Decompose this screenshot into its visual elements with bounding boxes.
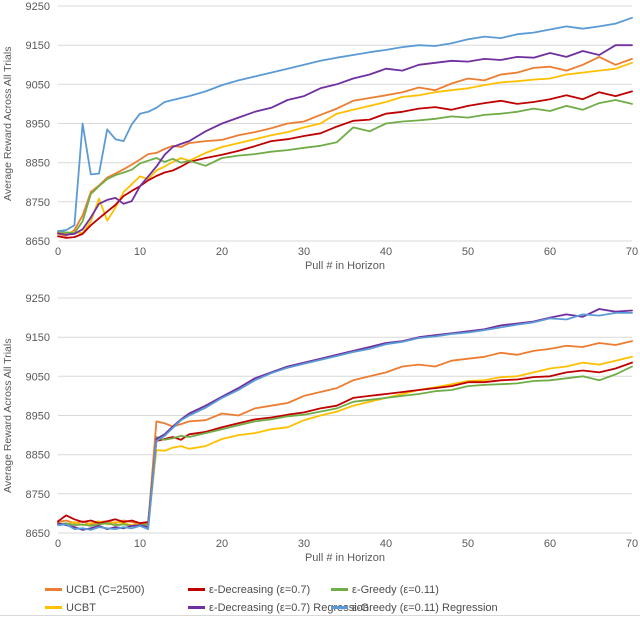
x-tick-label: 40 bbox=[380, 246, 392, 258]
x-tick-label: 70 bbox=[626, 538, 638, 550]
legend-item: ε-Greedy (ε=0.11) bbox=[331, 582, 498, 597]
legend-item: ε-Decreasing (ε=0.7) bbox=[188, 582, 331, 597]
series-line bbox=[57, 361, 633, 525]
legend-label: UCBT bbox=[66, 601, 96, 614]
legend-line-marker bbox=[188, 606, 205, 609]
x-tick-label: 50 bbox=[462, 246, 474, 258]
y-tick-label: 9150 bbox=[26, 40, 50, 52]
series-line bbox=[57, 355, 633, 527]
y-tick-label: 9250 bbox=[26, 1, 50, 13]
x-axis-title: Pull # in Horizon bbox=[305, 260, 385, 272]
x-tick-label: 60 bbox=[544, 538, 556, 550]
x-tick-label: 10 bbox=[134, 538, 146, 550]
x-tick-label: 50 bbox=[462, 538, 474, 550]
legend-label: ε-Decreasing (ε=0.7) Regression bbox=[209, 601, 369, 614]
legend-label: ε-Decreasing (ε=0.7) bbox=[209, 583, 311, 596]
y-tick-label: 8650 bbox=[26, 236, 50, 248]
y-tick-label: 9050 bbox=[26, 79, 50, 91]
bottom-chart: 8650 8750 8850 8950 9050 9150 9250 0 10 20 30 40 50 6… bbox=[26, 293, 639, 564]
y-tick-label: 8950 bbox=[26, 119, 50, 131]
top-chart: 8650 8750 8850 8950 9050 9150 9250 0 10 20 30 40 50 6… bbox=[26, 1, 639, 272]
x-tick-label: 0 bbox=[55, 246, 61, 258]
series-line bbox=[57, 16, 633, 233]
x-tick-label: 30 bbox=[298, 538, 310, 550]
x-tick-label: 70 bbox=[626, 246, 638, 258]
series-line bbox=[57, 311, 633, 531]
series-line bbox=[57, 308, 633, 531]
x-tick-label: 10 bbox=[134, 246, 146, 258]
x-tick-label: 30 bbox=[298, 246, 310, 258]
y-tick-label: 8850 bbox=[26, 450, 50, 462]
legend-line-marker bbox=[45, 606, 62, 609]
x-tick-label: 20 bbox=[216, 538, 228, 550]
legend-label: UCB1 (C=2500) bbox=[66, 583, 145, 596]
series-line bbox=[57, 90, 633, 239]
y-tick-label: 9150 bbox=[26, 332, 50, 344]
chart-legend: UCB1 (C=2500) UCBT ε-Decreasing (ε=0.7) ε-D… bbox=[45, 582, 498, 615]
x-tick-label: 20 bbox=[216, 246, 228, 258]
legend-item: ε-Greedy (ε=0.11) Regression bbox=[331, 600, 498, 615]
y-tick-label: 8750 bbox=[26, 489, 50, 501]
y-tick-label: 8750 bbox=[26, 197, 50, 209]
bottom-divider bbox=[0, 615, 640, 616]
legend-line-marker bbox=[45, 588, 62, 591]
legend-item: UCBT bbox=[45, 600, 188, 615]
x-axis-title: Pull # in Horizon bbox=[305, 552, 385, 564]
x-tick-label: 40 bbox=[380, 538, 392, 550]
series-line bbox=[57, 56, 633, 237]
series-line bbox=[57, 365, 633, 527]
legend-item: UCB1 (C=2500) bbox=[45, 582, 188, 597]
legend-line-marker bbox=[188, 588, 205, 591]
y-tick-label: 9250 bbox=[26, 293, 50, 305]
series-line bbox=[57, 44, 633, 236]
y-tick-label: 8950 bbox=[26, 411, 50, 423]
legend-line-marker bbox=[331, 588, 348, 591]
legend-item: ε-Decreasing (ε=0.7) Regression bbox=[188, 600, 369, 615]
legend-label: ε-Greedy (ε=0.11) Regression bbox=[352, 601, 498, 614]
y-tick-label: 8850 bbox=[26, 158, 50, 170]
legend-line-marker bbox=[331, 606, 348, 609]
y-tick-label: 9050 bbox=[26, 371, 50, 383]
legend-label: ε-Greedy (ε=0.11) bbox=[352, 583, 439, 596]
series-line bbox=[57, 61, 633, 235]
y-tick-label: 8650 bbox=[26, 528, 50, 540]
series-line bbox=[57, 99, 633, 235]
x-tick-label: 60 bbox=[544, 246, 556, 258]
x-tick-label: 0 bbox=[55, 538, 61, 550]
